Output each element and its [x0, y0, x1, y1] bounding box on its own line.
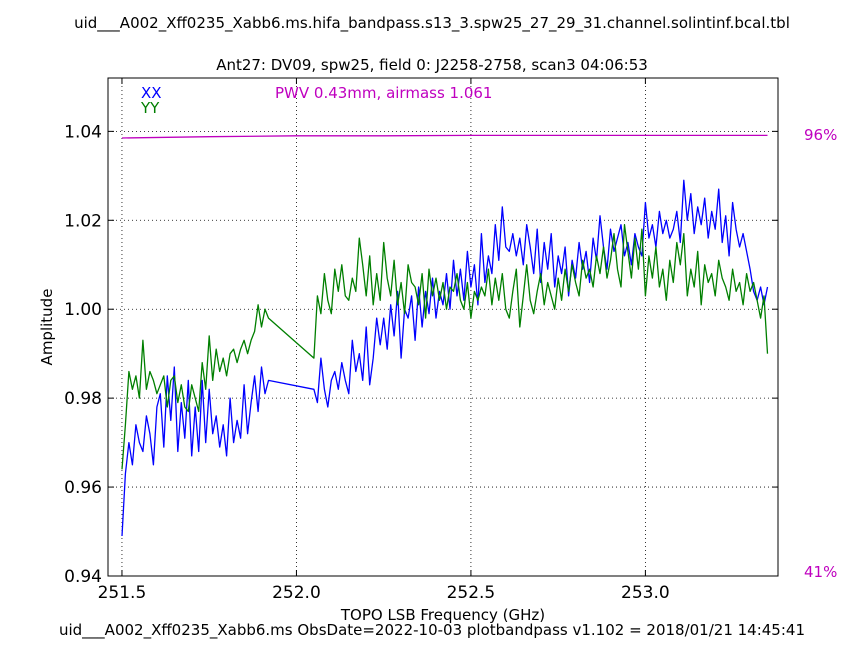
- y-axis-label: Amplitude: [38, 289, 56, 366]
- grid-lines: [108, 78, 778, 577]
- plot-footer: uid___A002_Xff0235_Xabb6.ms ObsDate=2022…: [58, 621, 805, 639]
- y-tick-label: 0.94: [64, 567, 102, 587]
- y-tick-label: 0.98: [64, 389, 102, 409]
- legend-xx: XX: [141, 84, 162, 102]
- y-tick-label: 1.00: [64, 300, 102, 320]
- transmission-bottom-label: 41%: [804, 563, 837, 581]
- plot-title: uid___A002_Xff0235_Xabb6.ms.hifa_bandpas…: [74, 14, 790, 32]
- transmission-top-label: 96%: [804, 126, 837, 144]
- tick-labels: 251.5 252.0 252.5 253.0 0.94 0.96 0.98 1.00 1.02…: [64, 122, 670, 603]
- y-tick-label: 0.96: [64, 478, 102, 498]
- x-axis-label: TOPO LSB Frequency (GHz): [340, 606, 545, 624]
- pwv-annotation: PWV 0.43mm, airmass 1.061: [275, 84, 492, 102]
- data-series: [121, 134, 769, 537]
- x-tick-label: 251.5: [98, 583, 147, 603]
- series-line-yy: [121, 224, 769, 470]
- series-line-xx: [121, 179, 769, 537]
- pwv-transmission-line: [121, 134, 768, 139]
- x-tick-label: 252.5: [447, 583, 496, 603]
- plot-subtitle: Ant27: DV09, spw25, field 0: J2258-2758,…: [216, 56, 648, 74]
- x-tick-label: 252.0: [272, 583, 321, 603]
- x-tick-label: 253.0: [621, 583, 670, 603]
- legend-yy: YY: [140, 99, 160, 117]
- y-tick-label: 1.04: [64, 122, 102, 142]
- plot-frame: [107, 77, 779, 577]
- y-tick-label: 1.02: [64, 211, 102, 231]
- axis-ticks: [108, 78, 778, 577]
